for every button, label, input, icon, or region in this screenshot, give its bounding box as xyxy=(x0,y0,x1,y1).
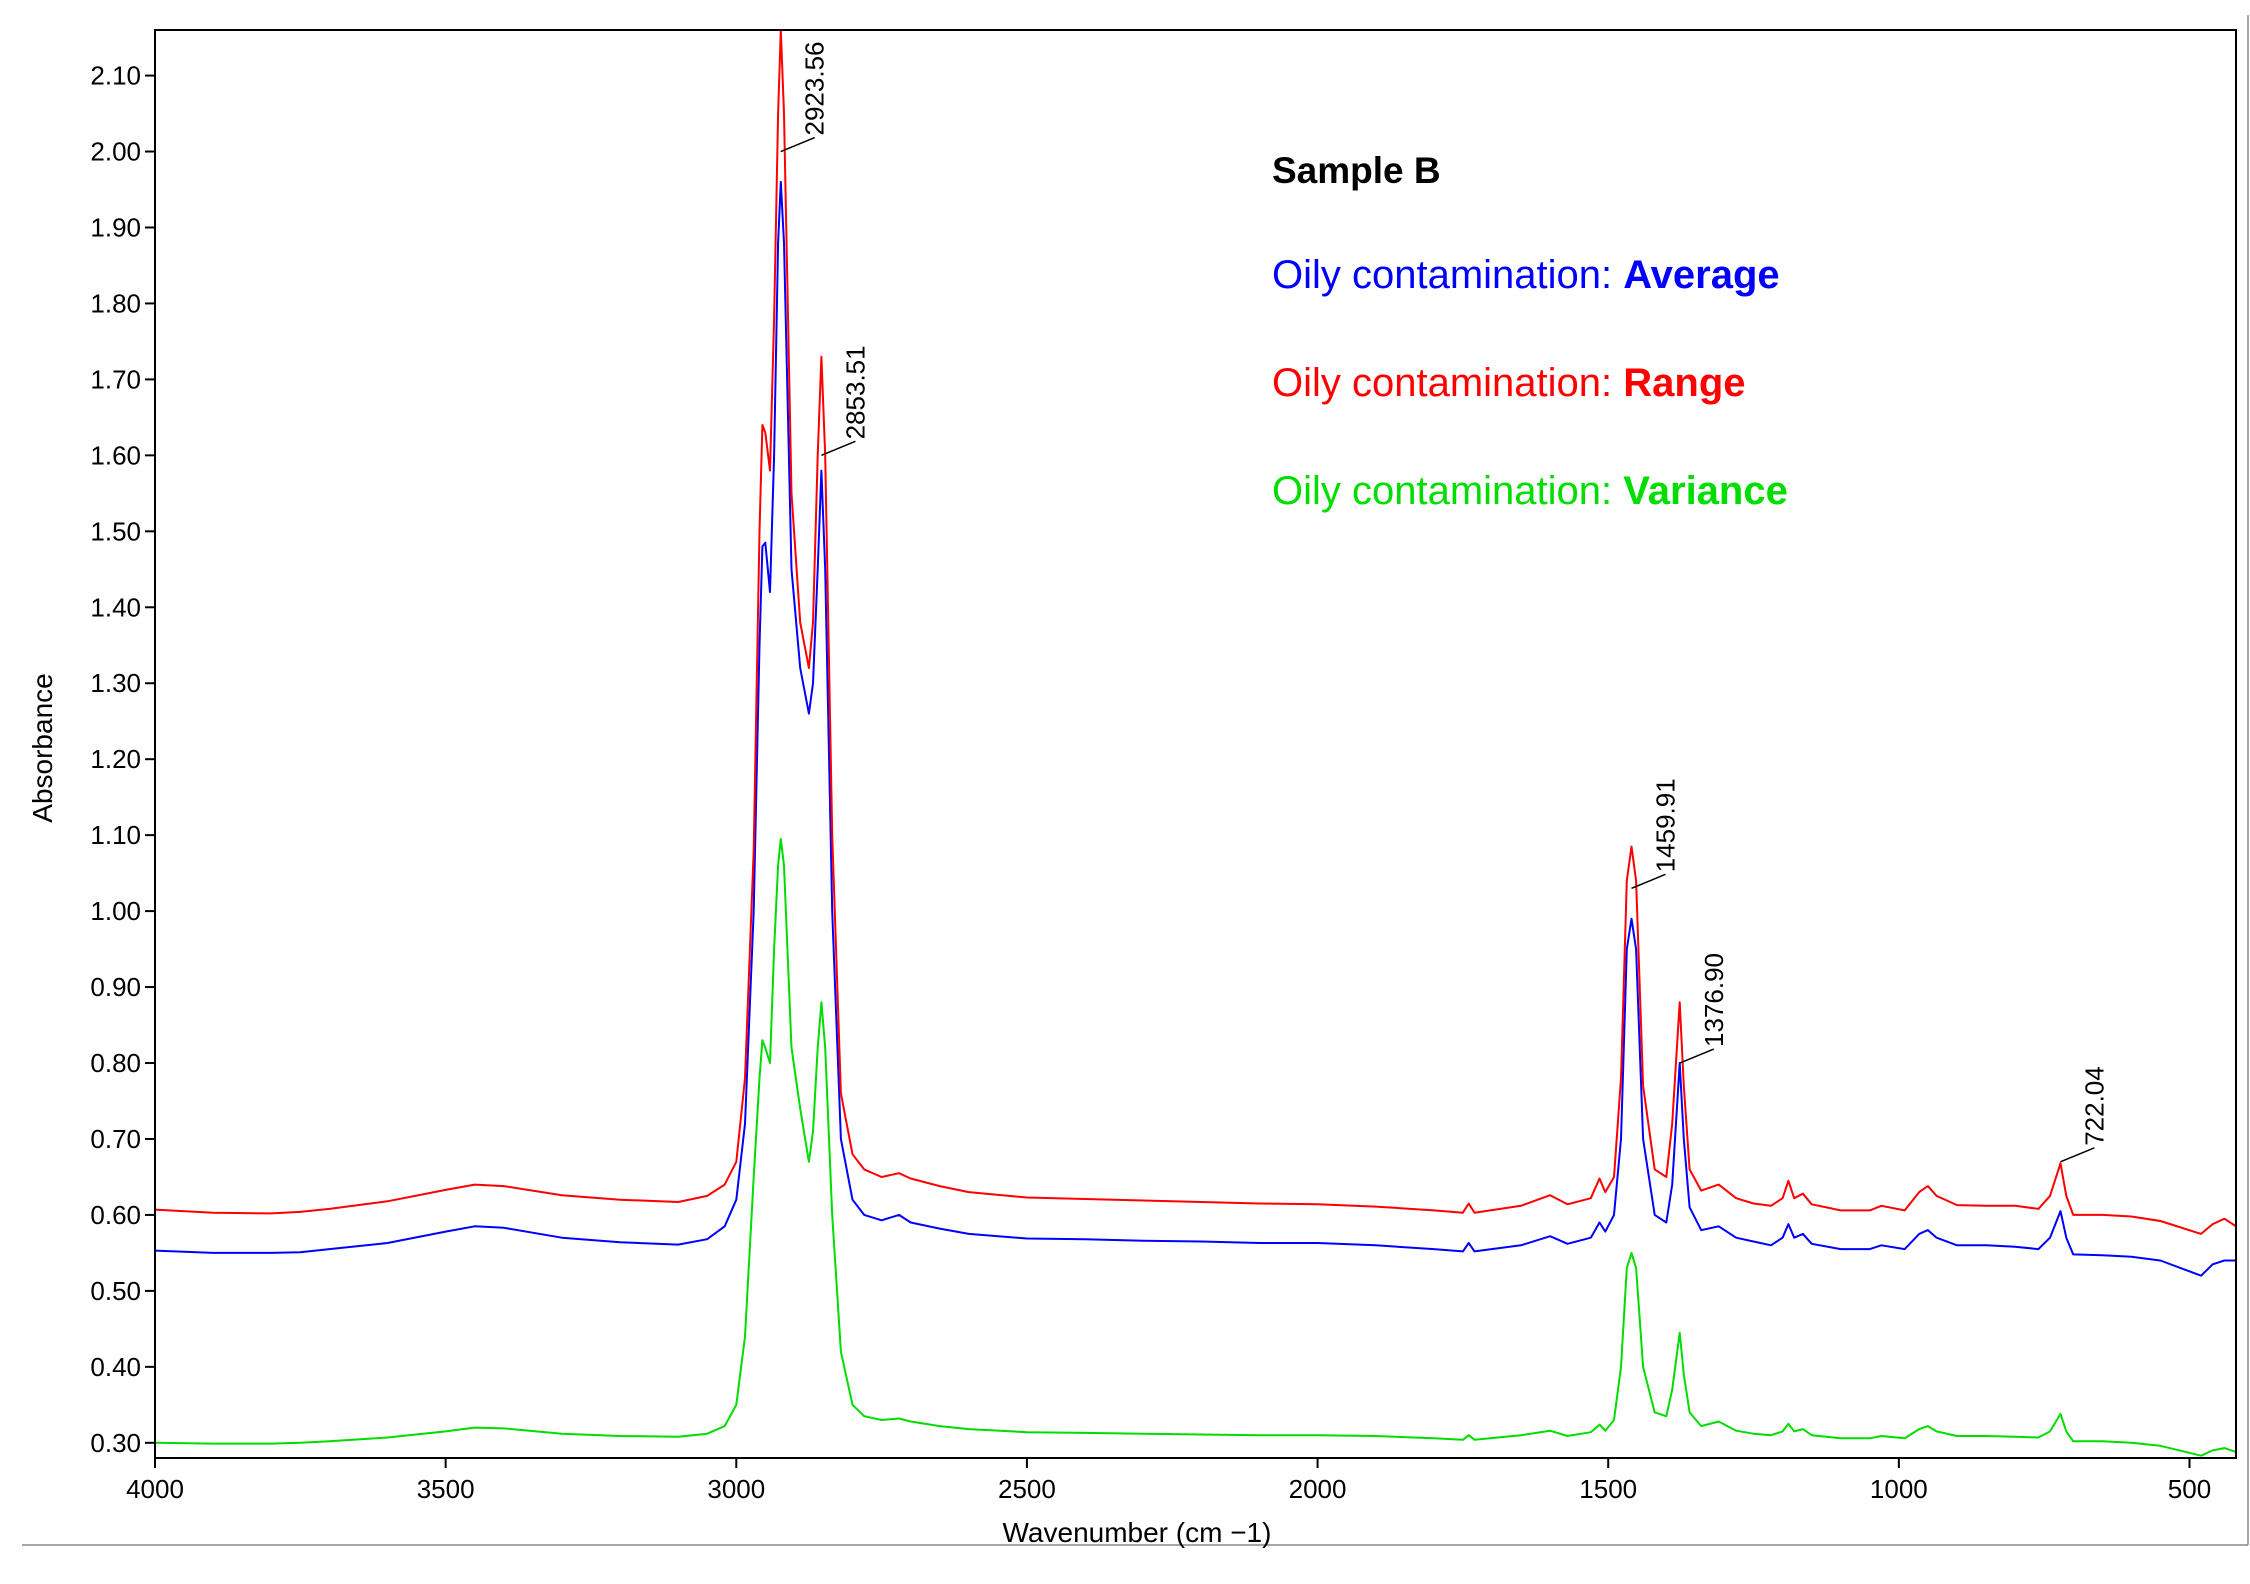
y-axis-title: Absorbance xyxy=(27,673,58,822)
peak-label: 722.04 xyxy=(2079,1066,2109,1146)
plot-frame xyxy=(154,29,2237,1459)
peak-leader-line xyxy=(1679,1048,1715,1064)
legend: Oily contamination: Average Oily contamin… xyxy=(1272,253,1788,513)
y-tick-label: 0.30 xyxy=(90,1428,141,1458)
legend-entry-variance: Oily contamination: Variance xyxy=(1272,469,1788,513)
x-tick-label: 4000 xyxy=(126,1474,184,1504)
y-tick-label: 0.60 xyxy=(90,1200,141,1230)
y-tick-label: 1.90 xyxy=(90,212,141,242)
y-tick-label: 1.30 xyxy=(90,668,141,698)
peak-label: 2923.56 xyxy=(800,42,830,136)
y-tick-label: 0.90 xyxy=(90,972,141,1002)
y-tick-label: 1.40 xyxy=(90,592,141,622)
y-tick-label: 1.80 xyxy=(90,288,141,318)
y-tick-label: 0.70 xyxy=(90,1124,141,1154)
x-axis-title: Wavenumber (cm −1) xyxy=(1003,1517,1272,1548)
x-axis-ticks: 4000 3500 3000 2500 2000 1500 1000 500 xyxy=(126,1458,2211,1504)
y-tick-label: 2.00 xyxy=(90,137,141,167)
x-tick-label: 2000 xyxy=(1289,1474,1347,1504)
series-lines xyxy=(154,29,2237,1457)
x-tick-label: 1500 xyxy=(1579,1474,1637,1504)
y-tick-label: 0.40 xyxy=(90,1352,141,1382)
peak-leader-line xyxy=(2060,1147,2095,1163)
peak-leader-line xyxy=(821,440,856,457)
series-line-variance xyxy=(154,837,2237,1457)
series-line-average xyxy=(154,180,2236,1277)
peak-leader-line xyxy=(1631,873,1666,890)
y-axis-ticks: 0.30 0.40 0.50 0.60 0.70 0.80 0.90 1.00 1.10 1.20… xyxy=(90,61,155,1458)
x-tick-label: 3000 xyxy=(707,1474,765,1504)
y-tick-label: 0.50 xyxy=(90,1276,141,1306)
legend-entry-range: Oily contamination: Range xyxy=(1272,361,1746,405)
y-tick-label: 1.60 xyxy=(90,440,141,470)
y-tick-label: 1.70 xyxy=(90,364,141,394)
peak-label: 1376.90 xyxy=(1699,953,1729,1047)
y-tick-label: 0.80 xyxy=(90,1048,141,1078)
series-line-range xyxy=(154,29,2237,1235)
x-tick-label: 3500 xyxy=(417,1474,475,1504)
legend-title: Sample B xyxy=(1272,150,1441,191)
y-tick-label: 1.10 xyxy=(90,820,141,850)
x-tick-label: 1000 xyxy=(1870,1474,1928,1504)
x-tick-label: 2500 xyxy=(998,1474,1056,1504)
y-tick-label: 1.50 xyxy=(90,516,141,546)
peak-annotations: 2923.56 2853.51 1459.91 1376.90 722.04 xyxy=(780,42,2109,1163)
peak-label: 2853.51 xyxy=(840,345,870,439)
y-tick-label: 2.10 xyxy=(90,61,141,91)
peak-leader-line xyxy=(780,136,816,153)
legend-entry-average: Oily contamination: Average xyxy=(1272,253,1780,297)
x-tick-label: 500 xyxy=(2168,1474,2211,1504)
y-tick-label: 1.00 xyxy=(90,896,141,926)
y-tick-label: 1.20 xyxy=(90,744,141,774)
peak-label: 1459.91 xyxy=(1651,778,1681,872)
